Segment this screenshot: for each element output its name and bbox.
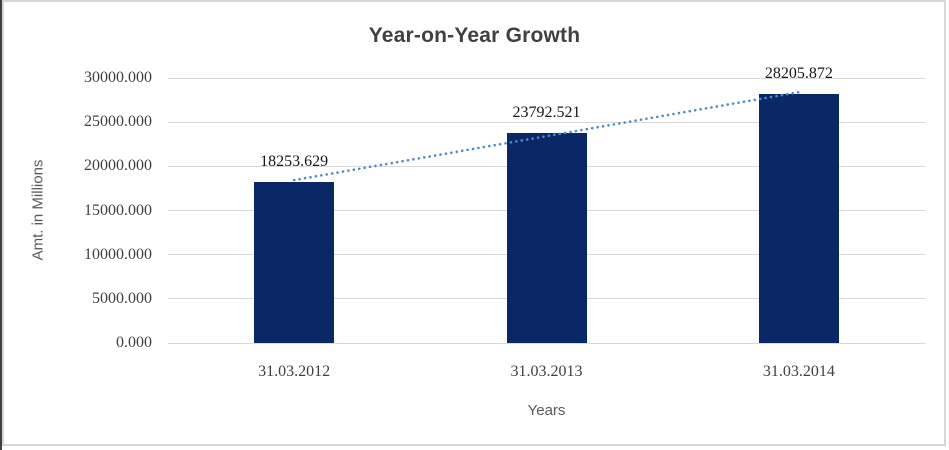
x-axis-category-label: 31.03.2012 [258, 363, 331, 380]
bar-data-label: 28205.872 [764, 64, 833, 82]
x-axis-title: Years [527, 402, 566, 419]
plot-area: 18253.629 23792.521 28205.872 [168, 65, 925, 344]
x-axis-category-labels: 31.03.2012 31.03.2013 31.03.2014 [168, 362, 925, 382]
y-axis-tick-label: 20000.000 [84, 157, 152, 175]
bar-data-label: 18253.629 [260, 152, 329, 170]
bar-31.03.2012 [254, 181, 335, 343]
x-axis-category-label: 31.03.2013 [510, 363, 583, 380]
y-axis-tick-label: 5000.000 [92, 289, 152, 307]
chart-title: Year-on-Year Growth [368, 24, 581, 47]
bar-31.03.2013 [506, 132, 587, 343]
trendline-layer [292, 90, 801, 182]
bars-layer: 18253.629 23792.521 28205.872 [168, 65, 925, 343]
y-axis-tick-label: 25000.000 [84, 113, 152, 131]
page-left-border [0, 0, 2, 450]
x-axis-category-label: 31.03.2014 [762, 363, 835, 380]
gridline [168, 77, 925, 79]
y-axis-tick-label: 0.000 [116, 334, 152, 351]
bar-31.03.2014 [758, 93, 839, 343]
y-axis-tick-labels: 0.000 5000.000 10000.000 15000.000 20000.000… [0, 0, 152, 450]
gridline [168, 342, 925, 344]
y-axis-tick-label: 30000.000 [84, 69, 152, 86]
gridline [168, 121, 925, 123]
trendline [292, 90, 801, 182]
y-axis-tick-label: 10000.000 [84, 245, 152, 263]
y-axis-tick-label: 15000.000 [84, 201, 152, 219]
bar-data-label: 23792.521 [512, 103, 581, 121]
